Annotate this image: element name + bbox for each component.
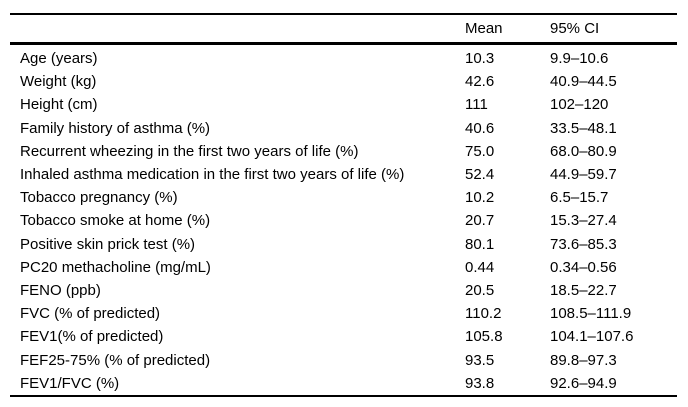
- ci-value: 44.9–59.7: [550, 166, 617, 184]
- mean-value: 111: [465, 96, 488, 114]
- mean-value: 110.2: [465, 305, 502, 323]
- column-header-empty: [10, 14, 465, 45]
- table-row: Age (years) 10.3 9.9–10.6: [10, 44, 677, 71]
- ci-value: 9.9–10.6: [550, 50, 609, 68]
- table-row: Tobacco pregnancy (%) 10.2 6.5–15.7: [10, 186, 677, 209]
- row-label: Weight (kg): [20, 73, 97, 91]
- row-label: Height (cm): [20, 96, 98, 114]
- table-row: Positive skin prick test (%) 80.1 73.6–8…: [10, 233, 677, 256]
- table-body: Age (years) 10.3 9.9–10.6 Weight (kg) 42…: [10, 44, 677, 396]
- mean-value: 10.2: [465, 189, 495, 207]
- ci-value: 104.1–107.6: [550, 328, 634, 346]
- table-row: Recurrent wheezing in the first two year…: [10, 140, 677, 163]
- row-label: FVC (% of predicted): [20, 305, 161, 323]
- ci-value: 15.3–27.4: [550, 212, 617, 230]
- mean-value: 80.1: [465, 235, 495, 253]
- row-label: Tobacco smoke at home (%): [20, 212, 211, 230]
- mean-value: 105.8: [465, 328, 503, 346]
- row-label: Age (years): [20, 50, 98, 68]
- ci-value: 73.6–85.3: [550, 235, 617, 253]
- ci-value: 6.5–15.7: [550, 189, 609, 207]
- mean-value: 75.0: [465, 142, 495, 160]
- ci-value: 0.34–0.56: [550, 258, 617, 276]
- ci-value: 40.9–44.5: [550, 73, 617, 91]
- table-row: FEV1(% of predicted) 105.8 104.1–107.6: [10, 325, 677, 348]
- table-row: Tobacco smoke at home (%) 20.7 15.3–27.4: [10, 209, 677, 232]
- table-row: Weight (kg) 42.6 40.9–44.5: [10, 70, 677, 93]
- ci-value: 33.5–48.1: [550, 119, 617, 137]
- ci-value: 18.5–22.7: [550, 281, 617, 299]
- mean-value: 20.7: [465, 212, 495, 230]
- table-row: FEF25-75% (% of predicted) 93.5 89.8–97.…: [10, 348, 677, 371]
- column-header-mean: Mean: [465, 14, 550, 45]
- row-label: FEV1/FVC (%): [20, 374, 120, 392]
- row-label: Tobacco pregnancy (%): [20, 189, 178, 207]
- row-label: PC20 methacholine (mg/mL): [20, 258, 211, 276]
- mean-value: 40.6: [465, 119, 495, 137]
- table-row: Inhaled asthma medication in the first t…: [10, 163, 677, 186]
- summary-table-container: Mean 95% CI Age (years) 10.3 9.9–10.6 We…: [10, 13, 677, 397]
- table-row: PC20 methacholine (mg/mL) 0.44 0.34–0.56: [10, 256, 677, 279]
- mean-value: 20.5: [465, 281, 495, 299]
- summary-table: Mean 95% CI Age (years) 10.3 9.9–10.6 We…: [10, 13, 677, 397]
- column-header-ci: 95% CI: [550, 14, 677, 45]
- mean-value: 52.4: [465, 166, 495, 184]
- mean-value: 93.8: [465, 374, 495, 392]
- row-label: Positive skin prick test (%): [20, 235, 196, 253]
- row-label: FEV1(% of predicted): [20, 328, 164, 346]
- row-label: FENO (ppb): [20, 281, 101, 299]
- ci-value: 108.5–111.9: [550, 305, 632, 323]
- ci-value: 92.6–94.9: [550, 374, 617, 392]
- table-row: Height (cm) 111 102–120: [10, 93, 677, 116]
- table-row: FENO (ppb) 20.5 18.5–22.7: [10, 279, 677, 302]
- table-header: Mean 95% CI: [10, 14, 677, 45]
- table-row: FEV1/FVC (%) 93.8 92.6–94.9: [10, 372, 677, 396]
- table-row: Family history of asthma (%) 40.6 33.5–4…: [10, 117, 677, 140]
- row-label: Family history of asthma (%): [20, 119, 211, 137]
- mean-value: 10.3: [465, 50, 495, 68]
- row-label: Recurrent wheezing in the first two year…: [20, 142, 359, 160]
- table-row: FVC (% of predicted) 110.2 108.5–111.9: [10, 302, 677, 325]
- row-label: Inhaled asthma medication in the first t…: [20, 166, 405, 184]
- row-label: FEF25-75% (% of predicted): [20, 351, 211, 369]
- ci-value: 89.8–97.3: [550, 351, 617, 369]
- mean-value: 42.6: [465, 73, 495, 91]
- ci-value: 68.0–80.9: [550, 142, 617, 160]
- mean-value: 93.5: [465, 351, 495, 369]
- mean-value: 0.44: [465, 258, 495, 276]
- ci-value: 102–120: [550, 96, 609, 114]
- header-row: Mean 95% CI: [10, 14, 677, 45]
